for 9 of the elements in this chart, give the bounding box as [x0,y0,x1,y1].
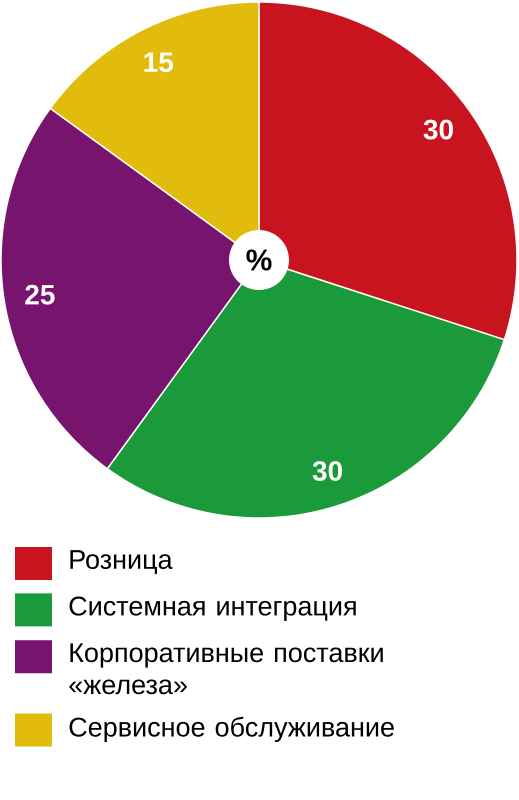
legend-label: Системная интеграция [70,596,356,621]
legend-label: Корпоративные поставки «железа» [69,643,383,694]
legend-label: Розница [70,550,173,574]
legend-label: Сервисное обслуживание [70,716,394,742]
data-label: 30 [424,120,453,140]
data-label: 15 [144,52,174,72]
data-label: 30 [312,461,342,481]
text: % [246,249,272,271]
data-label: 25 [25,284,55,305]
